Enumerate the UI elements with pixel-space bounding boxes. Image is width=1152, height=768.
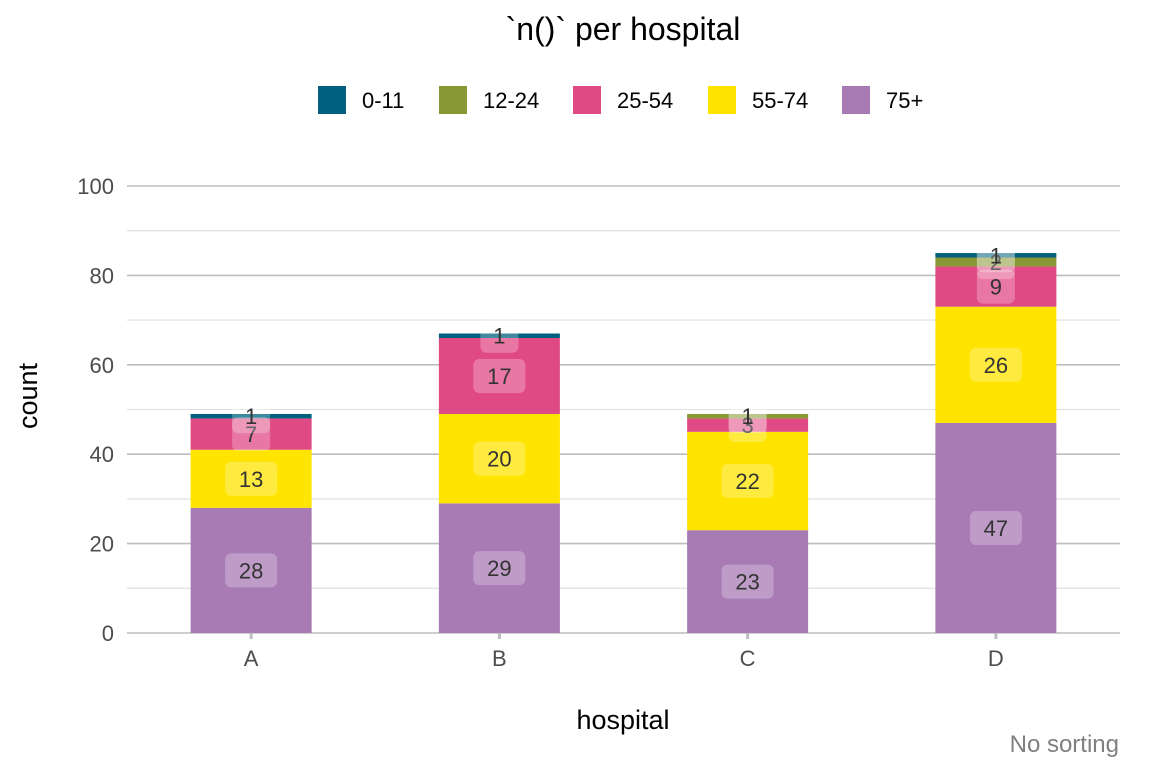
y-tick-label: 0 [102, 621, 114, 646]
data-label: 9 [990, 275, 1002, 300]
data-label-background [728, 408, 767, 443]
bar-segment [687, 413, 809, 419]
bar-segment [935, 257, 1057, 267]
data-label: 20 [487, 447, 511, 472]
data-label-background [473, 551, 526, 586]
y-tick-label: 60 [90, 353, 114, 378]
bar-segment [438, 503, 560, 633]
data-label-background [225, 461, 278, 496]
legend: 0-11 12-24 25-54 55-74 75+ [318, 86, 923, 114]
bar-segment [935, 422, 1057, 633]
bar-segment [687, 418, 809, 432]
data-label: 28 [239, 558, 263, 583]
y-axis-title: count [13, 362, 43, 429]
data-label: 23 [735, 570, 759, 595]
legend-label: 12-24 [483, 88, 539, 113]
data-label-background [728, 399, 767, 434]
data-label-background [232, 417, 271, 452]
x-tick-label: D [988, 646, 1004, 671]
bar-segment [190, 449, 312, 508]
data-label: 1 [990, 243, 1002, 268]
data-label: 26 [984, 353, 1008, 378]
bar-segment [438, 413, 560, 504]
data-label: 2 [990, 250, 1002, 275]
y-tick-label: 100 [77, 174, 114, 199]
data-label-background [969, 347, 1022, 382]
data-label-background [976, 238, 1015, 273]
legend-swatch [573, 86, 601, 114]
legend-label: 75+ [886, 88, 923, 113]
data-label-background [473, 441, 526, 476]
legend-swatch [439, 86, 467, 114]
x-tick-label: A [244, 646, 259, 671]
data-label-background [969, 510, 1022, 545]
bar-segment [190, 507, 312, 633]
y-axis: 0 20 40 60 80 100 [77, 174, 114, 646]
legend-label: 25-54 [617, 88, 673, 113]
x-tick-label: C [740, 646, 756, 671]
x-axis-title: hospital [576, 705, 669, 735]
y-tick-label: 20 [90, 532, 114, 557]
legend-swatch [842, 86, 870, 114]
data-label: 17 [487, 364, 511, 389]
y-tick-label: 80 [90, 263, 114, 288]
data-label-background [473, 358, 526, 393]
data-label-background [721, 464, 774, 499]
bar-segment [687, 530, 809, 633]
bar-segment [935, 253, 1057, 258]
legend-swatch [318, 86, 346, 114]
data-label: 47 [984, 516, 1008, 541]
data-label: 29 [487, 556, 511, 581]
x-tick-label: B [492, 646, 507, 671]
data-label-background [976, 244, 1015, 279]
data-label-background [232, 399, 271, 434]
bar-segment [935, 266, 1057, 307]
data-label-background [225, 553, 278, 588]
legend-label: 55-74 [752, 88, 808, 113]
data-label: 1 [742, 404, 754, 429]
chart-title: `n()` per hospital [506, 11, 741, 47]
bar-segment [438, 333, 560, 338]
data-label: 3 [742, 413, 754, 438]
bar-segment [190, 413, 312, 419]
data-label: 1 [493, 324, 505, 349]
x-axis: A B C D [244, 633, 1004, 671]
data-label: 1 [245, 404, 257, 429]
data-label-background [976, 269, 1015, 304]
data-label: 7 [245, 422, 257, 447]
data-label: 13 [239, 467, 263, 492]
bar-segment [190, 418, 312, 450]
bars [190, 253, 1057, 633]
bar-segment [687, 431, 809, 531]
legend-label: 0-11 [362, 88, 404, 113]
data-label-background [721, 564, 774, 599]
bar-segment [438, 337, 560, 414]
legend-swatch [708, 86, 736, 114]
data-label: 22 [735, 469, 759, 494]
caption: No sorting [1010, 731, 1119, 758]
y-tick-label: 40 [90, 442, 114, 467]
data-label-background [480, 318, 519, 353]
bar-segment [935, 306, 1057, 423]
